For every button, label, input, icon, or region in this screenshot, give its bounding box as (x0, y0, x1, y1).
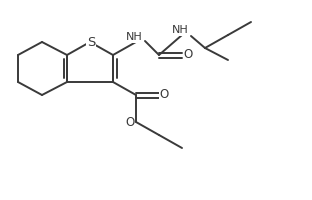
Text: O: O (125, 116, 134, 129)
Text: O: O (183, 48, 193, 62)
Text: NH: NH (172, 25, 188, 35)
Text: O: O (159, 88, 168, 102)
Text: NH: NH (126, 32, 142, 42)
Text: S: S (87, 36, 95, 49)
